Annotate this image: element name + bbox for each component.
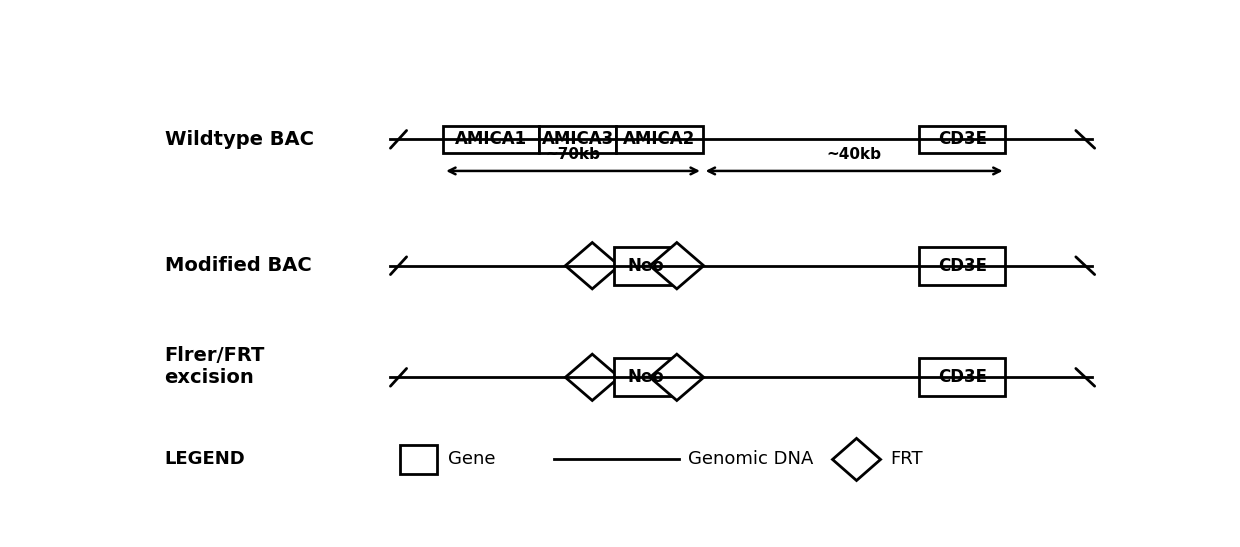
Text: ~40kb: ~40kb	[827, 147, 882, 162]
Text: Neo: Neo	[627, 368, 663, 386]
Polygon shape	[650, 354, 704, 400]
Text: Neo: Neo	[627, 257, 663, 275]
Text: CD3E: CD3E	[937, 368, 987, 386]
Bar	[614, 358, 677, 396]
Text: Flrer/FRT
excision: Flrer/FRT excision	[165, 346, 265, 387]
Text: AMICA1: AMICA1	[455, 130, 527, 148]
Text: Wildtype BAC: Wildtype BAC	[165, 130, 314, 149]
Polygon shape	[565, 354, 619, 400]
Bar	[401, 445, 436, 474]
Text: Modified BAC: Modified BAC	[165, 256, 311, 275]
Text: LEGEND: LEGEND	[165, 450, 246, 468]
Text: FRT: FRT	[890, 450, 923, 468]
Text: Gene: Gene	[448, 450, 496, 468]
Polygon shape	[832, 438, 880, 480]
Bar	[919, 358, 1006, 396]
Polygon shape	[565, 242, 619, 289]
Text: CD3E: CD3E	[937, 130, 987, 148]
Bar	[919, 126, 1006, 153]
Bar	[919, 247, 1006, 284]
Polygon shape	[650, 242, 704, 289]
Text: ~70kb: ~70kb	[546, 147, 600, 162]
Text: CD3E: CD3E	[937, 257, 987, 275]
Bar	[616, 126, 703, 153]
Bar	[539, 126, 616, 153]
Text: Genomic DNA: Genomic DNA	[688, 450, 813, 468]
Text: AMICA2: AMICA2	[624, 130, 696, 148]
Bar	[444, 126, 539, 153]
Bar	[614, 247, 677, 284]
Text: AMICA3: AMICA3	[542, 130, 614, 148]
